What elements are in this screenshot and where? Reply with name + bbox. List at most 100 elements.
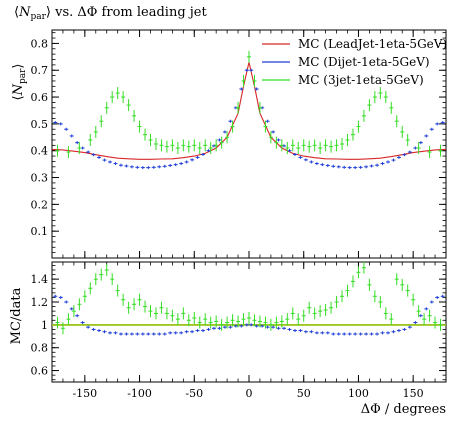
main-series-2-point — [274, 136, 279, 149]
main-series-2-point — [438, 144, 443, 157]
ratio-series-1-point — [108, 331, 113, 335]
main-series-1-point — [380, 162, 385, 166]
ratio-series-2-point — [378, 296, 383, 308]
main-series-1-point — [271, 130, 276, 134]
ratio-series-1-point — [58, 295, 63, 299]
ratio-series-1-point — [265, 325, 270, 329]
main-series-2-point — [318, 142, 323, 155]
ratio-series-1-point — [331, 332, 336, 336]
ratio-panel: 0.6 0.8 1 1.2 1.4 -150 -100 -50 0 50 100 150 — [31, 261, 447, 400]
x-tick-label: -150 — [72, 387, 97, 400]
ratio-series-2-point — [433, 316, 438, 329]
ratio-series-2-point — [126, 301, 131, 314]
ratio-series-1-point — [347, 332, 352, 336]
ratio-series-1-point — [184, 330, 189, 334]
main-series-2-point — [334, 139, 339, 152]
main-series-2-point — [378, 87, 383, 100]
x-tick-label: -100 — [127, 387, 152, 400]
ratio-series-2-point — [285, 313, 290, 326]
ratio-series-1-point — [292, 329, 297, 333]
ratio-series-1-point — [86, 325, 91, 329]
main-series-1-point — [282, 144, 287, 148]
main-series-1-point — [325, 163, 330, 167]
ratio-series-2-point — [422, 313, 427, 326]
main-series-2-point — [208, 142, 213, 155]
ratio-series-1-point — [217, 326, 222, 330]
main-series-1-point — [309, 160, 314, 164]
ratio-series-2-point — [110, 273, 115, 286]
main-series-1-point — [347, 166, 352, 170]
x-tick-label: 50 — [297, 387, 311, 400]
ratio-series-2-point — [214, 315, 219, 328]
ratio-series-1-point — [407, 325, 412, 329]
ratio-series-2-point — [153, 307, 158, 320]
main-series-1-point — [201, 152, 206, 156]
ratio-series-1-point — [80, 321, 85, 325]
main-series-2-point — [93, 125, 98, 138]
ratio-series-2-point — [66, 313, 71, 326]
ratio-series-2-point — [400, 278, 405, 291]
main-series-2-point — [203, 139, 208, 152]
ratio-series-1-point — [124, 332, 129, 336]
main-series-2-point — [115, 87, 120, 100]
ratio-series-1-point — [211, 326, 216, 330]
ratio-series-1-point — [151, 332, 156, 336]
main-series-2-point — [394, 115, 399, 128]
ratio-series-2-point — [219, 318, 224, 331]
legend-entry-1: MC (Dijet-1eta-5GeV) — [298, 55, 430, 69]
ratio-series-1-point — [424, 307, 429, 311]
main-series-1-point — [168, 163, 173, 167]
main-series-1-point — [303, 158, 308, 162]
ratio-series-2-point — [296, 313, 301, 326]
main-series-2-point — [225, 131, 230, 144]
plot-title: ⟨Npar⟩ vs. ΔΦ from leading jet — [14, 5, 208, 22]
ratio-series-2-point — [143, 300, 148, 313]
main-series-2-point — [367, 99, 372, 112]
ratio-series-1-point — [179, 331, 184, 335]
ratio-series-2-point — [71, 305, 76, 318]
ratio-series-2-point — [274, 316, 279, 329]
main-series-2-point — [247, 50, 251, 63]
main-series-1-point — [102, 158, 107, 162]
ratio-series-1-point — [418, 314, 423, 318]
x-axis-label: ΔΦ / degrees — [361, 402, 446, 417]
ratio-series-2-point — [361, 262, 366, 274]
ratio-series-1-point — [135, 332, 140, 336]
ratio-series-1-point — [342, 332, 347, 336]
main-ytick-label: 0.8 — [31, 37, 49, 50]
main-series-2-point — [66, 146, 71, 159]
main-series-1-point — [276, 138, 281, 142]
ratio-series-1-point — [391, 330, 396, 334]
main-series-2-point — [323, 139, 328, 152]
ratio-ytick-label: 0.6 — [31, 365, 49, 378]
ratio-series-1-point — [75, 314, 80, 318]
main-series-1-point — [190, 158, 195, 162]
main-series-2-point — [252, 74, 257, 87]
main-series-2-point — [159, 139, 164, 152]
ratio-series-1-point — [190, 330, 195, 334]
ratio-series-2-point — [230, 314, 235, 327]
ratio-series-1-point — [140, 332, 145, 336]
ratio-y-axis-label: MC/data — [9, 287, 24, 344]
main-series-2-point — [88, 133, 93, 146]
ratio-series-1-point — [201, 329, 206, 333]
main-series-2-point — [279, 139, 284, 152]
main-series-2-point — [55, 144, 60, 157]
main-series-1-point — [184, 160, 189, 164]
main-panel: 0.1 0.2 0.3 0.4 0.5 0.6 0.7 0.8 — [31, 29, 447, 259]
main-series-1-point — [239, 87, 244, 91]
main-series-1-point — [342, 165, 347, 169]
ratio-series-2-point — [159, 301, 164, 314]
ratio-series-1-point — [228, 325, 233, 329]
main-series-2-point — [400, 125, 405, 138]
x-tick-label: 0 — [246, 387, 253, 400]
ratio-series-2-point — [88, 282, 93, 295]
main-series-1-point — [396, 155, 401, 159]
ratio-series-2-point — [82, 290, 87, 303]
main-series-1-point — [336, 165, 341, 169]
ratio-series-2-point — [334, 296, 339, 308]
ratio-series-1-point — [244, 323, 249, 327]
main-series-1-point — [75, 141, 80, 145]
ratio-series-2-point — [192, 312, 197, 324]
